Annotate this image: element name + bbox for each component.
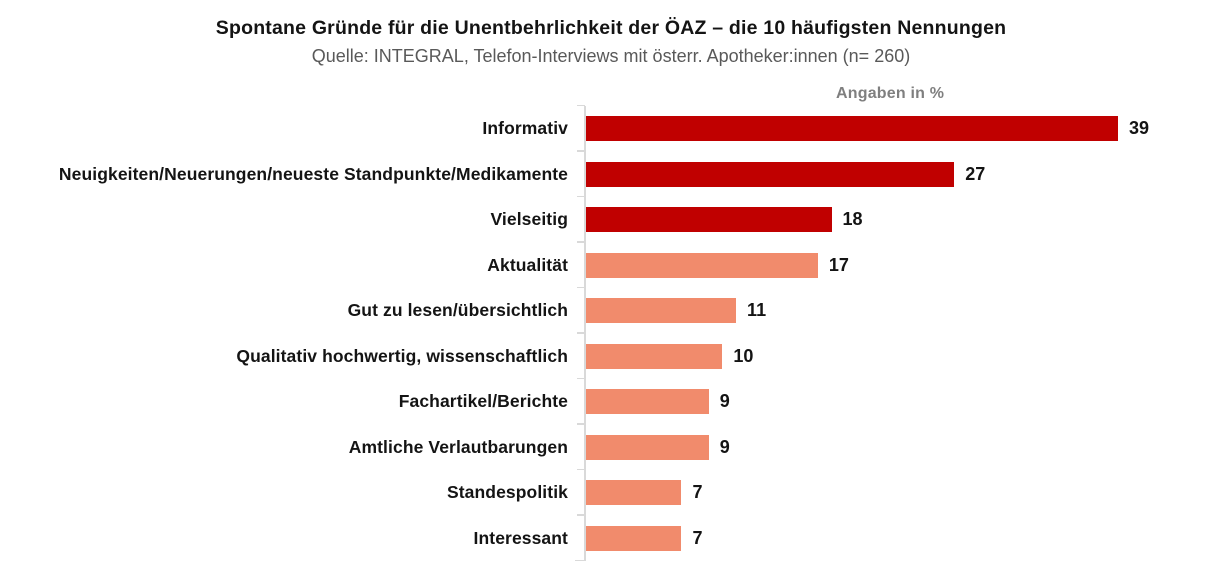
value-label: 17 [828, 254, 849, 275]
value-label: 11 [747, 300, 767, 321]
bar [586, 207, 832, 233]
category-label: Gut zu lesen/übersichtlich [347, 300, 568, 321]
value-label: 9 [719, 391, 730, 412]
category-label: Standespolitik [446, 482, 568, 503]
value-label: 18 [842, 209, 863, 230]
bar [586, 389, 709, 415]
bar-track: 39 [577, 104, 1222, 152]
chart-row: Qualitativ hochwertig, wissenschaftlich 1… [0, 332, 1222, 379]
bar-track: 10 [577, 332, 1222, 379]
value-label: 39 [1129, 118, 1150, 139]
category-label: Neuigkeiten/Neuerungen/neueste Standpunk… [58, 163, 568, 184]
value-label: 10 [733, 345, 754, 366]
chart-row: Interessant 7 [0, 514, 1222, 561]
chart-row: Standespolitik 7 [0, 468, 1222, 516]
bar [586, 343, 723, 369]
bar [586, 116, 1118, 142]
category-label: Amtliche Verlautbarungen [348, 436, 568, 457]
category-label: Qualitativ hochwertig, wissenschaftlich [236, 345, 568, 366]
bar [586, 298, 737, 324]
category-label: Interessant [473, 527, 568, 548]
chart-row: Neuigkeiten/Neuerungen/neueste Standpunk… [0, 150, 1222, 197]
value-label: 27 [965, 163, 986, 184]
chart-subtitle: Quelle: INTEGRAL, Telefon-Interviews mit… [311, 46, 911, 67]
bar-track: 7 [577, 514, 1222, 561]
bar [586, 525, 682, 551]
bar-track: 17 [577, 241, 1222, 288]
bar [586, 161, 955, 187]
value-label: 9 [719, 436, 730, 457]
chart-rows: Informativ 39 Neuigkeiten/Neuerungen/neues… [0, 104, 1222, 562]
category-label: Fachartikel/Berichte [398, 391, 568, 412]
category-label: Vielseitig [490, 209, 568, 230]
bar-chart: Informativ 39 Neuigkeiten/Neuerungen/neues… [0, 104, 1222, 562]
chart-row: Informativ 39 [0, 104, 1222, 152]
chart-row: Fachartikel/Berichte 9 [0, 377, 1222, 425]
category-label: Informativ [482, 118, 568, 139]
bar-track: 27 [577, 150, 1222, 197]
bar-track: 9 [577, 377, 1222, 425]
chart-title: Spontane Gründe für die Unentbehrlichkei… [215, 17, 1007, 39]
value-axis-label: Angaben in % [836, 84, 945, 102]
chart-row: Amtliche Verlautbarungen 9 [0, 423, 1222, 470]
chart-row: Vielseitig 18 [0, 195, 1222, 243]
bar-track: 9 [577, 423, 1222, 470]
bar-track: 7 [577, 468, 1222, 516]
bar [586, 480, 682, 506]
bar-track: 18 [577, 195, 1222, 243]
value-label: 7 [692, 482, 703, 503]
value-label: 7 [692, 527, 703, 548]
bar [586, 434, 709, 460]
chart-row: Gut zu lesen/übersichtlich 11 [0, 286, 1222, 334]
bar-track: 11 [577, 286, 1222, 334]
category-label: Aktualität [487, 254, 568, 275]
chart-row: Aktualität 17 [0, 241, 1222, 288]
bar [586, 252, 818, 278]
